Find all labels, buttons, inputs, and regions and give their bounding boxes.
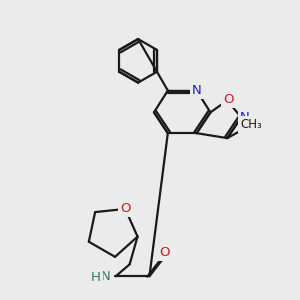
Text: O: O [120,202,130,215]
Text: H: H [91,271,101,284]
Text: N: N [101,270,111,283]
Text: N: N [240,111,250,124]
Text: N: N [192,84,201,97]
Text: O: O [159,246,169,259]
Text: CH₃: CH₃ [240,118,262,131]
Text: O: O [223,93,233,106]
